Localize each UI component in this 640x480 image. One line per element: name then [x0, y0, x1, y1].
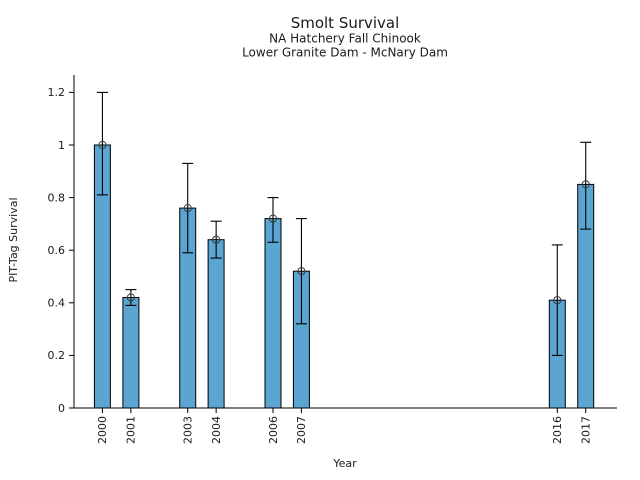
y-tick-label: 0	[58, 402, 65, 415]
y-tick-label: 0.2	[48, 349, 66, 362]
point-marker-2003	[183, 204, 192, 213]
plot-area: 0 0.2 0.4 0.6 0.8 1 1.2 2000 2001 2003 2004 2006 200…	[48, 75, 617, 444]
bar-2004	[207, 239, 225, 409]
point-marker-2004	[212, 235, 221, 244]
x-tick-label: 2017	[580, 416, 593, 444]
point-marker-2016	[553, 296, 562, 305]
point-marker-2006	[268, 214, 278, 223]
y-axis-title: PIT-Tag Survival	[7, 197, 20, 282]
bar-2001	[122, 297, 140, 409]
chart-subtitle-line1: NA Hatchery Fall Chinook	[269, 32, 421, 46]
y-tick-label: 0.8	[48, 191, 66, 204]
x-tick-label: 2006	[267, 416, 280, 444]
x-tick-label: 2003	[182, 416, 195, 444]
chart-title: Smolt Survival	[291, 14, 400, 32]
x-tick-label: 2001	[125, 416, 138, 444]
point-marker-2007	[297, 267, 306, 276]
y-tick-label: 0.4	[48, 297, 66, 310]
y-tick-label: 0.6	[48, 244, 66, 257]
x-tick-label: 2016	[551, 416, 564, 444]
point-marker-2001	[126, 293, 135, 302]
point-marker-2017	[581, 180, 590, 189]
chart-subtitle-line2: Lower Granite Dam - McNary Dam	[242, 46, 448, 60]
bar-2006	[264, 218, 282, 409]
y-tick-label: 1	[58, 139, 65, 152]
y-tick-label: 1.2	[48, 86, 66, 99]
point-marker-2000	[98, 140, 107, 150]
x-tick-label: 2004	[210, 416, 223, 444]
x-tick-label: 2007	[295, 416, 308, 444]
x-axis-title: Year	[332, 457, 357, 470]
x-tick-label: 2000	[96, 416, 109, 444]
